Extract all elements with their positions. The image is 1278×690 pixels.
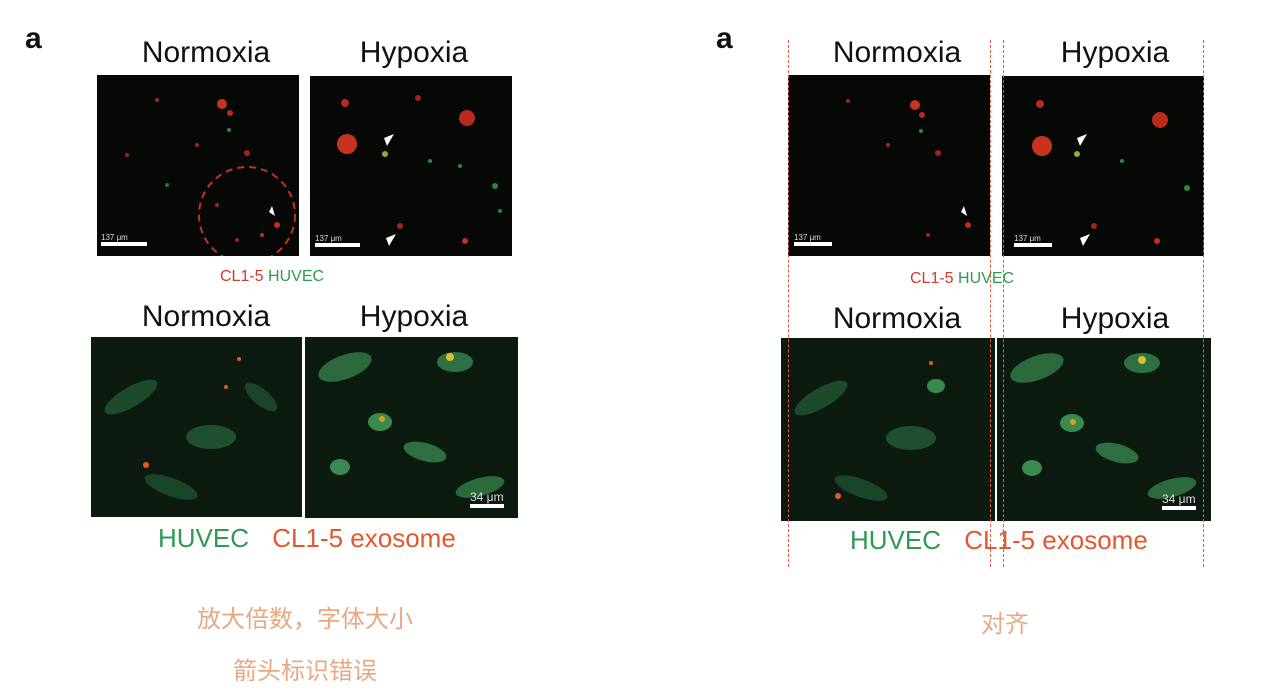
alignment-guide-3 <box>1003 40 1004 567</box>
right-legend-green-label: HUVEC <box>958 270 1015 287</box>
left-top-hypoxia-image: 137 μm <box>310 76 512 256</box>
right-panel-letter: a <box>716 22 733 55</box>
alignment-guide-1 <box>788 40 789 567</box>
left-top-normoxia-image: 137 μm <box>97 75 299 256</box>
left-bottom-legend: HUVEC CL1-5 exosome <box>158 523 456 554</box>
right-top-normoxia-label: Normoxia <box>832 36 962 69</box>
right-legend-huvec-label: HUVEC <box>850 525 942 555</box>
left-panel-letter: a <box>25 22 42 55</box>
right-bottom-hypoxia-label: Hypoxia <box>1060 302 1170 335</box>
right-top-hypoxia-scalebar: 137 μm <box>1014 234 1052 247</box>
right-bottom-legend: HUVEC CL1-5 exosome <box>850 525 1148 556</box>
left-note-line2: 箭头标识错误 <box>233 658 377 685</box>
right-top-legend: CL1-5 HUVEC <box>910 270 1014 288</box>
left-top-hypoxia-label: Hypoxia <box>359 36 469 69</box>
left-top-scalebar: 137 μm <box>101 233 147 246</box>
right-top-scalebar: 137 μm <box>794 233 832 246</box>
right-note: 对齐 <box>981 611 1029 638</box>
left-bottom-normoxia-image <box>91 337 302 517</box>
left-bottom-scalebar: 34 μm <box>470 490 504 508</box>
left-note-line1: 放大倍数，字体大小 <box>197 606 413 633</box>
right-top-normoxia-image: 137 μm <box>788 75 990 256</box>
right-legend-red-label: CL1-5 <box>910 270 954 287</box>
legend-green-label: HUVEC <box>268 268 325 285</box>
left-top-hypoxia-scalebar: 137 μm <box>315 234 360 247</box>
legend-exosome-label: CL1-5 exosome <box>272 523 456 553</box>
alignment-guide-2 <box>990 40 991 567</box>
right-top-hypoxia-image: 137 μm <box>1002 76 1204 256</box>
right-bottom-normoxia-image <box>781 338 995 521</box>
left-top-legend: CL1-5 HUVEC <box>220 268 324 286</box>
right-bottom-normoxia-label: Normoxia <box>832 302 962 335</box>
right-top-hypoxia-label: Hypoxia <box>1060 36 1170 69</box>
left-bottom-hypoxia-image: 34 μm <box>305 337 518 518</box>
annotation-circle <box>198 166 296 256</box>
left-bottom-hypoxia-label: Hypoxia <box>359 300 469 333</box>
left-top-normoxia-label: Normoxia <box>141 36 271 69</box>
right-legend-exosome-label: CL1-5 exosome <box>964 525 1148 555</box>
legend-red-label: CL1-5 <box>220 268 264 285</box>
right-bottom-hypoxia-image: 34 μm <box>997 338 1211 521</box>
right-bottom-scalebar: 34 μm <box>1162 492 1196 510</box>
legend-huvec-label: HUVEC <box>158 523 250 553</box>
alignment-guide-4 <box>1203 40 1204 567</box>
left-bottom-normoxia-label: Normoxia <box>141 300 271 333</box>
